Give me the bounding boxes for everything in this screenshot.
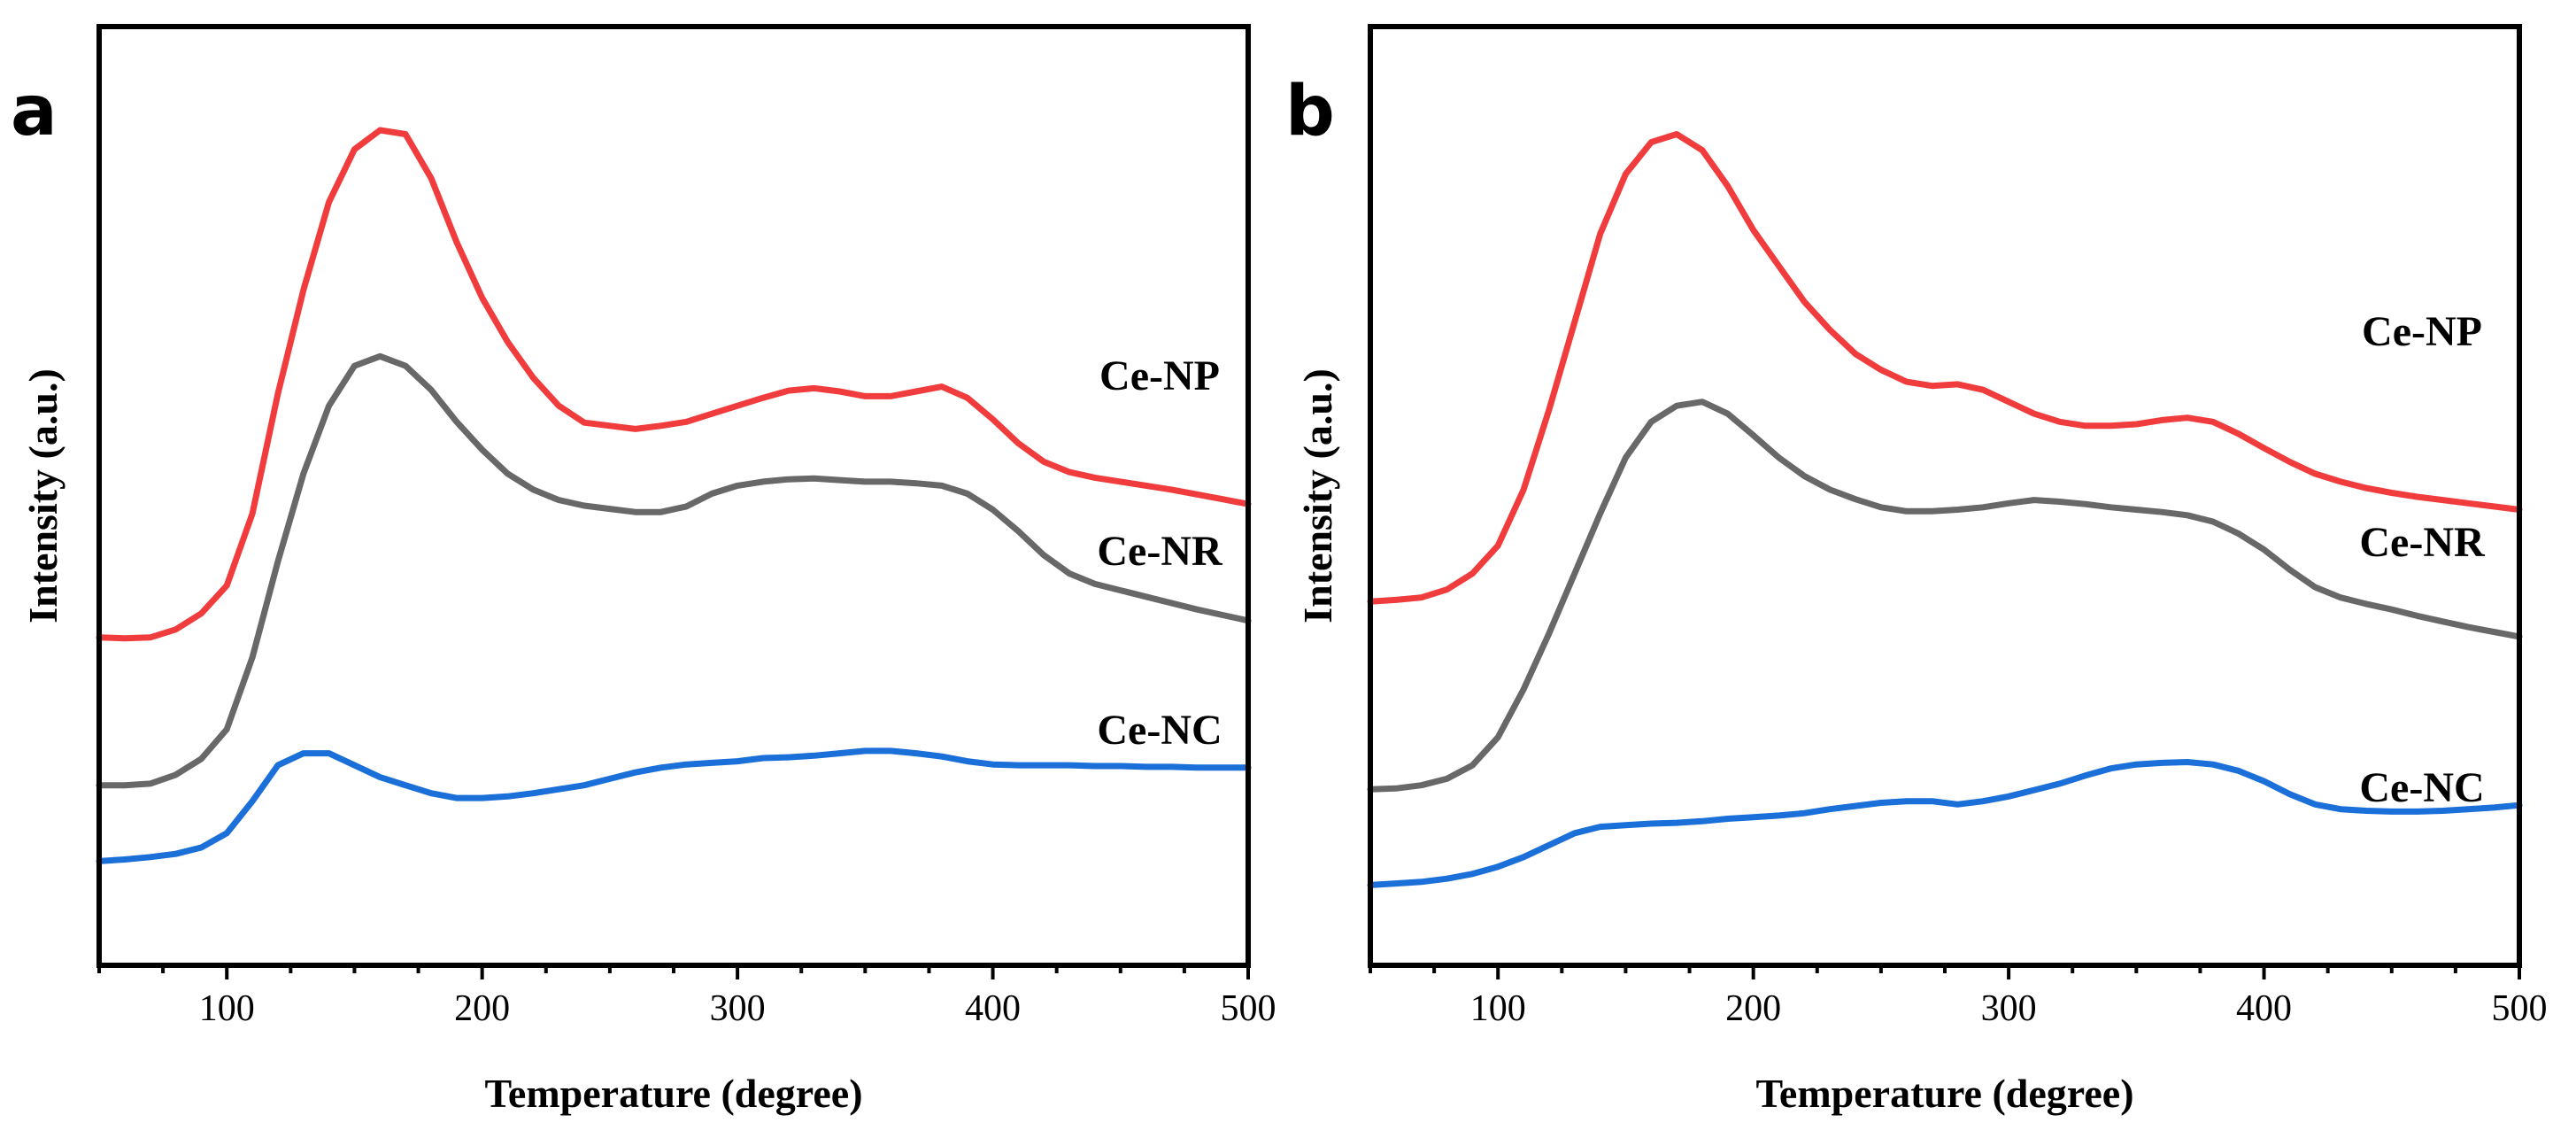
x-tick-label-300-a: 300 (710, 988, 766, 1029)
plot-area-a: Ce-NP Ce-NR Ce-NC 100 200 300 400 500 (96, 24, 1276, 1029)
series-line-ce-nr-b (1367, 399, 2523, 793)
y-axis-title-b: Intensity (a.u.) (1295, 368, 1340, 623)
plot-area-b: Ce-NP Ce-NR Ce-NC 100 200 300 400 500 (1367, 24, 2548, 1029)
y-axis-title-a: Intensity (a.u.) (20, 368, 66, 623)
series-label-ce-np-b: Ce-NP (2362, 308, 2482, 355)
series-line-ce-nc-a (96, 747, 1252, 864)
panel-letter-b: b (1285, 72, 1335, 151)
x-axis-title-a: Temperature (degree) (484, 1071, 862, 1116)
series-line-ce-nc-b (1367, 759, 2523, 888)
series-line-ce-np-b (1367, 131, 2523, 605)
x-tick-label-100-b: 100 (1470, 988, 1526, 1029)
x-tick-label-100-a: 100 (199, 988, 255, 1029)
panel-a: a Intensity (a.u.) Temperature (degree) … (11, 24, 1276, 1116)
x-tick-label-500-a: 500 (1221, 988, 1276, 1029)
panel-letter-a: a (11, 72, 58, 151)
x-tick-label-500-b: 500 (2492, 988, 2548, 1029)
panel-b: b Intensity (a.u.) Temperature (degree) … (1285, 24, 2548, 1116)
x-tick-label-400-a: 400 (965, 988, 1021, 1029)
series-label-ce-nc-a: Ce-NC (1097, 707, 1222, 754)
x-tick-label-200-b: 200 (1725, 988, 1781, 1029)
series-line-ce-np-a (96, 127, 1252, 642)
plot-frame-a (96, 24, 1251, 968)
series-label-ce-np-a: Ce-NP (1099, 352, 1220, 399)
x-tick-label-400-b: 400 (2236, 988, 2292, 1029)
series-line-ce-nr-a (96, 352, 1252, 789)
plot-frame-b (1368, 24, 2522, 968)
x-axis-title-b: Temperature (degree) (1755, 1071, 2133, 1116)
series-label-ce-nc-b: Ce-NC (2359, 764, 2484, 811)
x-tick-label-200-a: 200 (454, 988, 510, 1029)
series-label-ce-nr-b: Ce-NR (2359, 519, 2486, 566)
series-label-ce-nr-a: Ce-NR (1097, 528, 1223, 575)
x-tick-label-300-b: 300 (1981, 988, 2037, 1029)
